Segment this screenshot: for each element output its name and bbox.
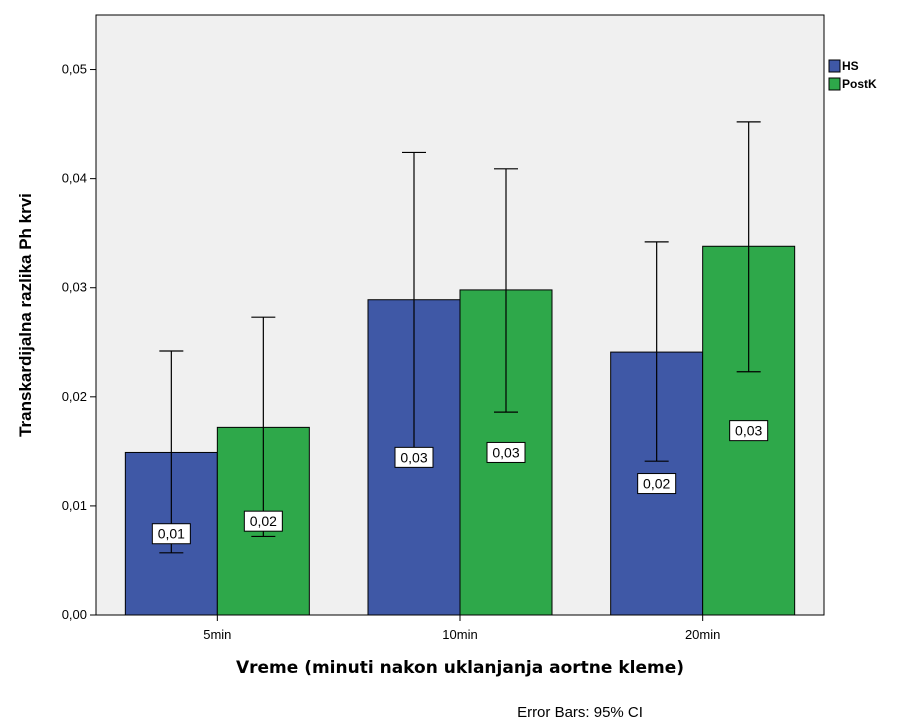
data-label-box bbox=[394, 446, 434, 468]
data-labels-layer: 0,01 0,02 0,03 0,03 0,02 0,03 bbox=[151, 420, 769, 545]
y-tick-label: 0,02 bbox=[62, 389, 87, 404]
data-label-box bbox=[637, 473, 677, 495]
x-tick-label: 5min bbox=[203, 627, 231, 642]
legend: HS PostK bbox=[828, 59, 877, 91]
data-label: 0,02 bbox=[643, 476, 670, 492]
x-tick-label: 10min bbox=[442, 627, 477, 642]
data-label-box bbox=[729, 420, 769, 442]
data-label-box bbox=[151, 523, 191, 545]
data-label-box bbox=[486, 441, 526, 463]
legend-swatch-postk bbox=[828, 77, 841, 91]
y-tick-label: 0,05 bbox=[62, 62, 87, 77]
data-label: 0,03 bbox=[492, 444, 519, 460]
legend-swatch-hs bbox=[828, 59, 841, 73]
legend-label-hs: HS bbox=[842, 59, 859, 73]
x-axis-label: Vreme (minuti nakon uklanjanja aortne kl… bbox=[236, 658, 684, 678]
y-tick-label: 0,03 bbox=[62, 280, 87, 295]
x-tick-label: 20min bbox=[685, 627, 720, 642]
legend-label-postk: PostK bbox=[842, 77, 877, 91]
data-label: 0,03 bbox=[735, 423, 762, 439]
data-label: 0,02 bbox=[250, 513, 277, 529]
y-axis: 0,00 0,01 0,02 0,03 0,04 0,05 bbox=[62, 62, 96, 622]
y-tick-label: 0,04 bbox=[62, 171, 87, 186]
data-label-box bbox=[243, 510, 283, 532]
data-label: 0,03 bbox=[400, 449, 427, 465]
y-axis-label: Transkardijalna razlika Ph krvi bbox=[16, 193, 35, 437]
y-tick-label: 0,01 bbox=[62, 498, 87, 513]
y-tick-label: 0,00 bbox=[62, 607, 87, 622]
data-label: 0,01 bbox=[158, 526, 185, 542]
x-axis: 5min 10min 20min bbox=[203, 615, 720, 642]
error-bars-note: Error Bars: 95% CI bbox=[517, 704, 643, 721]
